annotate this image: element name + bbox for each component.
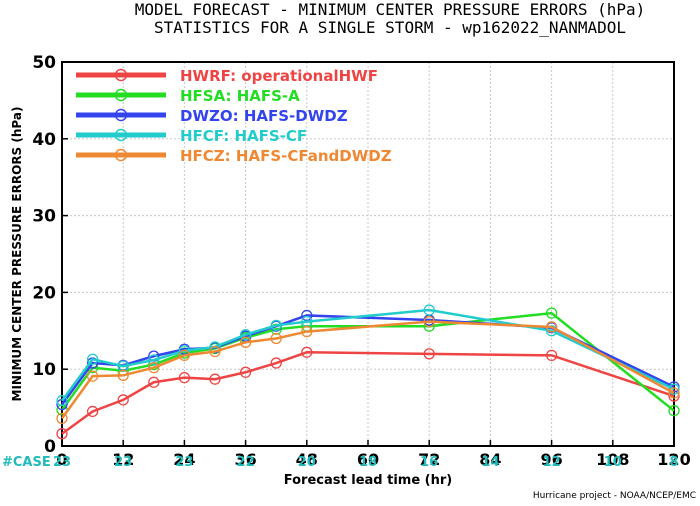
- data-point: [423, 315, 435, 328]
- legend-marker: [114, 128, 128, 142]
- legend-label: HFCZ: HAFS-CFandDWDZ: [180, 147, 392, 165]
- data-point: [148, 354, 160, 366]
- data-point: [270, 357, 282, 369]
- y-tick-label: 50: [32, 53, 56, 73]
- x-tick-label: 120: [657, 450, 690, 469]
- legend-label: HFSA: HAFS-A: [180, 87, 300, 105]
- x-tick-label: 48: [296, 450, 318, 469]
- data-point: [178, 371, 191, 384]
- data-point: [301, 325, 313, 338]
- x-tick-label: 108: [596, 450, 629, 469]
- data-point: [668, 387, 680, 399]
- data-point: [86, 405, 99, 418]
- case-count: 18: [359, 455, 377, 470]
- data-point: [86, 370, 99, 382]
- data-point: [209, 373, 221, 385]
- x-tick-label: 12: [112, 450, 134, 469]
- y-tick-label: 30: [32, 207, 56, 227]
- case-count: 23: [175, 455, 193, 470]
- case-label: #CASE: [2, 455, 51, 470]
- data-point: [148, 376, 160, 388]
- case-count: 20: [298, 455, 316, 470]
- data-point: [178, 349, 191, 362]
- x-tick-label: 96: [540, 450, 562, 469]
- data-point: [239, 328, 252, 341]
- x-tick-label: 72: [418, 450, 440, 469]
- x-tick-label: 84: [479, 450, 501, 469]
- credit-text: Hurricane project - NOAA/NCEP/EMC: [532, 491, 696, 501]
- x-tick-label: 36: [234, 450, 256, 469]
- data-point: [668, 390, 680, 402]
- x-tick-label: 24: [173, 450, 195, 469]
- data-point: [56, 395, 68, 407]
- case-count: 14: [481, 455, 499, 470]
- case-count: 16: [420, 455, 438, 470]
- x-axis-label: Forecast lead time (hr): [284, 473, 452, 488]
- case-count: 23: [114, 455, 132, 470]
- chart-title-line1: MODEL FORECAST - MINIMUM CENTER PRESSURE…: [134, 0, 646, 19]
- data-point: [668, 405, 680, 417]
- data-point: [56, 412, 68, 425]
- legend-label: HFCF: HAFS-CF: [180, 127, 307, 145]
- case-count: 12: [543, 455, 561, 470]
- data-point: [117, 394, 129, 406]
- legend-label: HWRF: operationalHWF: [180, 67, 378, 85]
- case-count: 23: [53, 455, 71, 470]
- data-point: [423, 304, 435, 316]
- data-point: [545, 349, 558, 362]
- case-count: 22: [237, 455, 255, 470]
- data-point: [239, 366, 252, 378]
- y-tick-label: 0: [44, 437, 56, 457]
- legend-marker: [114, 148, 128, 162]
- data-point: [270, 332, 282, 345]
- y-tick-label: 20: [32, 283, 56, 303]
- data-point: [117, 369, 129, 381]
- data-point: [117, 360, 129, 372]
- y-tick-label: 40: [32, 130, 56, 150]
- x-tick-label: 0: [56, 450, 67, 469]
- y-axis-label: MINIMUM CENTER PRESSURE ERRORS (hPa): [10, 107, 24, 402]
- case-count: 8: [669, 455, 678, 470]
- data-point: [545, 321, 558, 333]
- data-point: [86, 353, 99, 365]
- y-tick-label: 10: [32, 360, 56, 380]
- data-point: [239, 336, 252, 348]
- legend-marker: [114, 68, 128, 82]
- data-point: [270, 319, 282, 332]
- legend-marker: [114, 88, 128, 102]
- legend-marker: [114, 108, 128, 122]
- chart-title-line2: STATISTICS FOR A SINGLE STORM - wp162022…: [153, 18, 626, 37]
- data-point: [148, 362, 160, 374]
- x-tick-label: 60: [357, 450, 379, 469]
- legend-label: DWZO: HAFS-DWDZ: [180, 107, 348, 125]
- case-count: 10: [604, 455, 622, 470]
- data-point: [423, 348, 435, 360]
- data-point: [56, 428, 68, 440]
- data-point: [545, 307, 558, 319]
- data-point: [209, 345, 221, 358]
- data-point: [301, 346, 313, 358]
